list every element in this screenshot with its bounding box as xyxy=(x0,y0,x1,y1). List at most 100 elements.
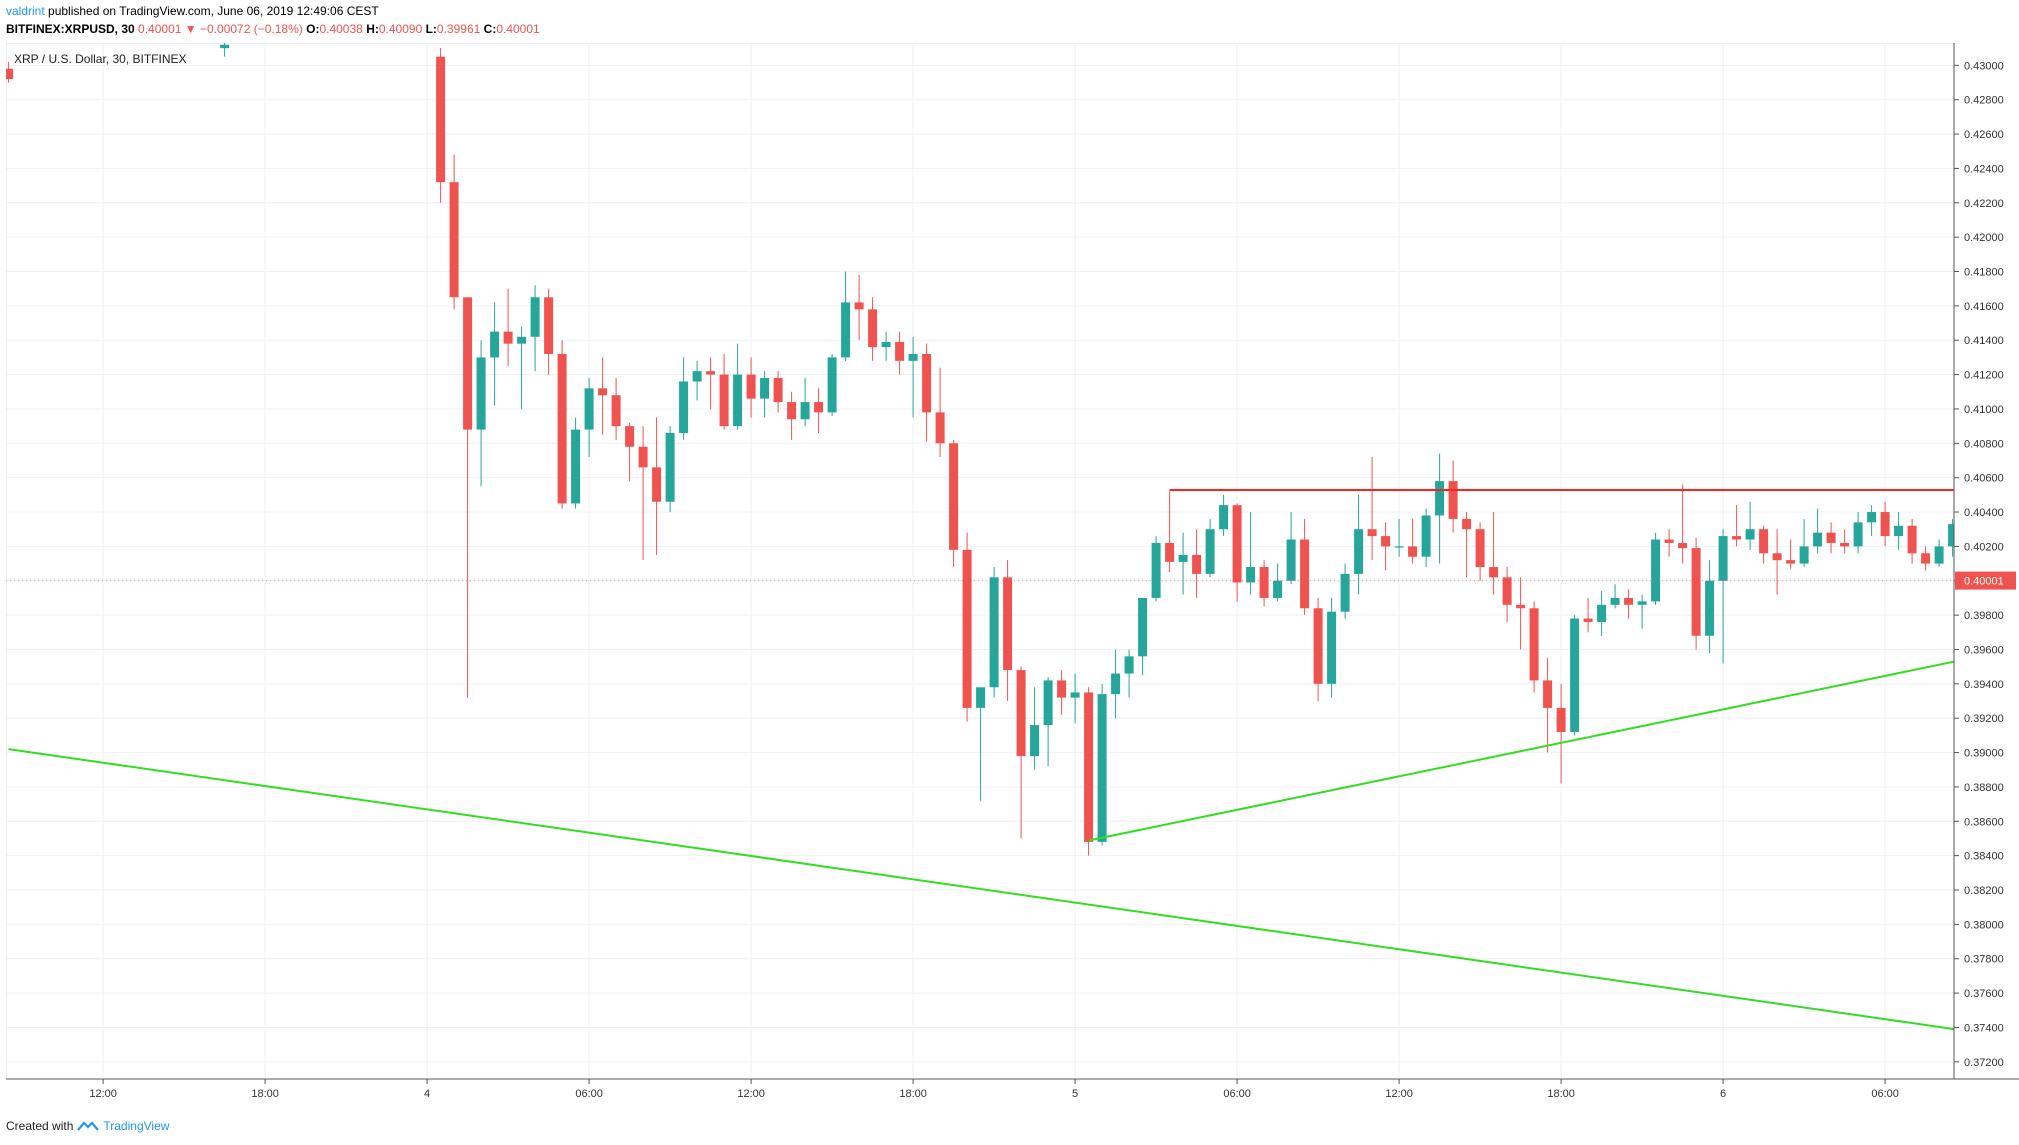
candle-down xyxy=(503,331,513,344)
y-tick-label: 0.39600 xyxy=(1964,644,2004,656)
candle-down xyxy=(1840,542,1850,547)
publish-info: valdrint published on TradingView.com, J… xyxy=(6,4,379,18)
y-tick-label: 0.38200 xyxy=(1964,885,2004,897)
candle-up xyxy=(1219,505,1229,530)
candle-down xyxy=(1367,529,1377,537)
candle-up xyxy=(1894,525,1904,537)
candle-up xyxy=(1273,580,1283,598)
candle-down xyxy=(1381,536,1391,547)
last-price: 0.40001 xyxy=(138,22,182,36)
x-tick-label: 06:00 xyxy=(1871,1088,1899,1100)
x-tick-label: 12:00 xyxy=(737,1088,765,1100)
x-tick-label: 06:00 xyxy=(1223,1088,1251,1100)
candle-down xyxy=(719,374,729,427)
candle-up xyxy=(1394,546,1404,548)
candle-up xyxy=(1867,512,1877,523)
y-tick-label: 0.38800 xyxy=(1964,782,2004,794)
candles xyxy=(6,43,2019,856)
y-tick-label: 0.42000 xyxy=(1964,232,2004,244)
candle-up xyxy=(881,341,891,348)
candle-up xyxy=(1097,694,1107,842)
y-tick-label: 0.39800 xyxy=(1964,610,2004,622)
candle-up xyxy=(1354,529,1364,574)
candle-up xyxy=(1610,597,1620,605)
candle-down xyxy=(1732,536,1742,540)
candle-up xyxy=(800,402,810,420)
candle-up xyxy=(1340,573,1350,612)
candle-up xyxy=(665,433,675,502)
ohlc-legend: BITFINEX:XRPUSD, 30 0.40001 ▼ −0.00072 (… xyxy=(6,22,540,36)
candle-down xyxy=(6,68,14,80)
open-label: O: xyxy=(306,22,320,36)
candle-down xyxy=(463,297,473,430)
candle-up xyxy=(1934,546,1944,564)
time-axis[interactable]: 12:00 18:00 4 06:00 12:00 18:00 5 06:00 12:00 18:… xyxy=(6,1078,2019,1100)
candle-down xyxy=(1880,512,1890,537)
candle-down xyxy=(949,443,959,550)
candle-up xyxy=(1327,611,1337,684)
candle-up xyxy=(490,331,500,358)
candle-up xyxy=(1948,524,1954,547)
candle-down xyxy=(814,402,824,413)
long-descending-trend-line[interactable] xyxy=(8,748,2019,1083)
y-tick-label: 0.40400 xyxy=(1964,507,2004,519)
candle-up xyxy=(584,388,594,430)
candle-down xyxy=(773,378,783,403)
y-tick-label: 0.38000 xyxy=(1964,919,2004,931)
candle-up xyxy=(1570,618,1580,732)
candle-down xyxy=(1408,546,1418,557)
y-tick-label: 0.37400 xyxy=(1964,1022,2004,1034)
current-price-tag xyxy=(1955,571,2016,590)
candle-down xyxy=(1192,554,1202,574)
candle-up xyxy=(1435,481,1445,516)
candle-down xyxy=(1516,604,1526,609)
low-label: L: xyxy=(425,22,437,36)
candle-down xyxy=(746,374,756,399)
author-link[interactable]: valdrint xyxy=(6,4,45,18)
y-tick-label: 0.41600 xyxy=(1964,301,2004,313)
grid xyxy=(6,43,1954,1079)
candle-up xyxy=(1246,567,1256,583)
x-tick-label: 18:00 xyxy=(251,1088,279,1100)
candle-down xyxy=(1232,505,1242,583)
y-tick-label: 0.42400 xyxy=(1964,163,2004,175)
candle-down xyxy=(625,426,635,447)
symbol-label: BITFINEX:XRPUSD, 30 xyxy=(6,22,135,36)
close-label: C: xyxy=(483,22,497,36)
footer: Created with TradingView xyxy=(6,1119,169,1133)
candle-down xyxy=(1300,539,1310,609)
y-tick-label: 0.37200 xyxy=(1964,1057,2004,1069)
candlestick-chart[interactable]: 0.37200 0.37400 0.37600 0.37800 0.38000 0.382… xyxy=(6,43,2019,1110)
candle-down xyxy=(962,549,972,708)
y-tick-label: 0.41800 xyxy=(1964,267,2004,279)
y-tick-label: 0.39400 xyxy=(1964,679,2004,691)
y-tick-label: 0.41000 xyxy=(1964,404,2004,416)
candle-up xyxy=(1799,546,1809,564)
x-tick-label: 12:00 xyxy=(89,1088,117,1100)
change-down-icon: ▼ xyxy=(184,22,197,36)
candle-down xyxy=(1003,577,1013,671)
candle-down xyxy=(1448,481,1458,519)
tradingview-brand[interactable]: TradingView xyxy=(103,1119,170,1133)
y-tick-label: 0.37800 xyxy=(1964,954,2004,966)
candle-down xyxy=(1529,608,1539,681)
candle-down xyxy=(922,353,932,413)
candle-up xyxy=(908,353,918,361)
price-axis[interactable]: 0.37200 0.37400 0.37600 0.37800 0.38000 0.382… xyxy=(1953,43,2016,1079)
created-with-label: Created with xyxy=(6,1119,74,1133)
candle-down xyxy=(1826,532,1836,543)
y-tick-label: 0.38400 xyxy=(1964,851,2004,863)
candle-up xyxy=(1651,539,1661,602)
candle-down xyxy=(787,402,797,420)
candle-down xyxy=(1475,529,1485,568)
candle-up xyxy=(1070,692,1080,698)
candle-down xyxy=(2016,560,2019,591)
candle-up xyxy=(1138,597,1148,657)
x-tick-label: 6 xyxy=(1720,1088,1726,1100)
ascending-support-line[interactable] xyxy=(1088,612,2019,842)
candle-down xyxy=(1502,577,1512,605)
low-value: 0.39961 xyxy=(436,22,481,36)
candle-up xyxy=(1030,725,1040,757)
candle-down xyxy=(1462,518,1472,530)
candle-down xyxy=(1489,567,1499,578)
